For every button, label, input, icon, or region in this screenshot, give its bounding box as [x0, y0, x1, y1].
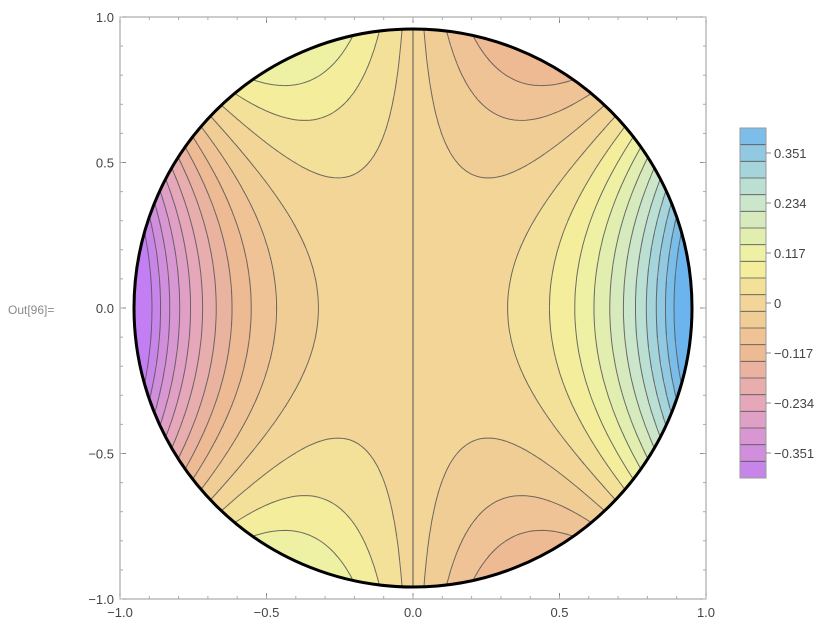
x-tick-label: −0.5	[254, 605, 280, 620]
legend-label: −0.351	[774, 446, 814, 461]
legend-band	[740, 245, 766, 262]
x-tick-label: 0.0	[404, 605, 422, 620]
legend-label: 0.351	[774, 146, 807, 161]
legend-band	[740, 411, 766, 428]
legend-band	[740, 161, 766, 178]
y-tick-label: 0.5	[96, 156, 114, 171]
legend-label: −0.234	[774, 396, 814, 411]
legend-band	[740, 128, 766, 145]
legend-band	[740, 461, 766, 478]
legend-band	[740, 345, 766, 362]
y-tick-label: 0.0	[96, 301, 114, 316]
legend-band	[740, 445, 766, 462]
x-tick-label: 1.0	[697, 605, 715, 620]
legend-band	[740, 428, 766, 445]
x-tick-label: 0.5	[550, 605, 568, 620]
y-tick-label: −1.0	[88, 592, 114, 607]
color-legend: 0.351 0.234 0.117 0 −0.117 −0.234 −0.351	[740, 128, 814, 478]
legend-label: 0.117	[774, 246, 806, 261]
legend-band	[740, 311, 766, 328]
legend-band	[740, 295, 766, 312]
legend-band	[740, 195, 766, 212]
legend-band	[740, 228, 766, 245]
legend-label: 0.234	[774, 196, 807, 211]
legend-band	[740, 395, 766, 412]
legend-band	[740, 278, 766, 295]
y-tick-label: −0.5	[88, 447, 114, 462]
x-tick-label: −1.0	[107, 605, 133, 620]
legend-label: −0.117	[774, 346, 813, 361]
legend-band	[740, 328, 766, 345]
legend-band	[740, 261, 766, 278]
legend-band	[740, 378, 766, 395]
legend-band	[740, 145, 766, 162]
legend-band	[740, 211, 766, 228]
legend-band	[740, 361, 766, 378]
legend-label: 0	[774, 296, 781, 311]
legend-band	[740, 178, 766, 195]
y-tick-label: 1.0	[96, 10, 114, 25]
